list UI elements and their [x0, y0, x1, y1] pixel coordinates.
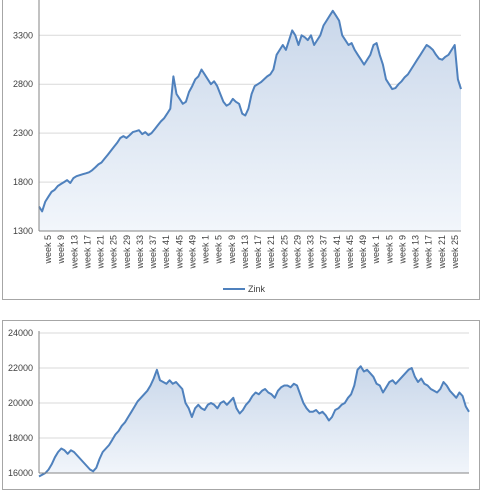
- x-tick-label: week 45: [174, 235, 184, 270]
- x-tick-label: week 9: [398, 235, 408, 265]
- series-line: [38, 365, 470, 478]
- legend-label: Zink: [248, 284, 266, 294]
- chart-panel-second: 16000 18000 20000 22000 24000: [2, 320, 480, 490]
- x-tick-label: week 17: [424, 235, 434, 270]
- second-chart: 16000 18000 20000 22000 24000: [8, 328, 470, 478]
- y-tick-label: 22000: [8, 363, 33, 373]
- x-tick-label: week 49: [187, 235, 197, 270]
- x-tick-label: week 37: [319, 235, 329, 270]
- x-tick-label: week 5: [214, 235, 224, 265]
- x-tick-label: week 29: [293, 235, 303, 270]
- x-tick-label: week 25: [109, 235, 119, 270]
- series-line: [38, 9, 462, 213]
- x-tick-label: week 49: [358, 235, 368, 270]
- y-tick-label: 3300: [13, 30, 33, 40]
- x-tick-label: week 5: [384, 235, 394, 265]
- x-tick-label: week 41: [332, 235, 342, 270]
- x-tick-label: week 33: [135, 235, 145, 270]
- x-tick-label: week 17: [82, 235, 92, 270]
- x-tick-label: week 13: [240, 235, 250, 270]
- series-area: [39, 366, 469, 477]
- x-tick-label: week 9: [227, 235, 237, 265]
- x-tick-label: week 29: [122, 235, 132, 270]
- x-tick-label: week 1: [371, 235, 381, 265]
- x-tick-label: week 5: [43, 235, 53, 265]
- x-tick-label: week 45: [345, 235, 355, 270]
- y-tick-label: 16000: [8, 468, 33, 478]
- x-tick-label: week 13: [411, 235, 421, 270]
- x-tick-label: week 25: [450, 235, 460, 270]
- y-tick-label: 1800: [13, 177, 33, 187]
- y-tick-label: 20000: [8, 398, 33, 408]
- x-tick-label: week 21: [437, 235, 447, 270]
- y-tick-label: 1300: [13, 226, 33, 236]
- x-tick-label: week 41: [161, 235, 171, 270]
- chart-panel-zink: 1300 1800 2300 2800 3300 week 5 week 9 week 13 w…: [2, 0, 480, 300]
- x-tick-label: week 25: [279, 235, 289, 270]
- x-tick-label: week 33: [306, 235, 316, 270]
- x-tick-label: week 1: [201, 235, 211, 265]
- x-tick-label: week 21: [266, 235, 276, 270]
- x-tick-label: week 21: [96, 235, 106, 270]
- y-tick-label: 24000: [8, 328, 33, 338]
- series-area: [39, 10, 461, 231]
- x-tick-label: week 17: [253, 235, 263, 270]
- y-tick-label: 18000: [8, 433, 33, 443]
- x-tick-label: week 13: [69, 235, 79, 270]
- y-tick-label: 2300: [13, 128, 33, 138]
- x-tick-label: week 9: [56, 235, 66, 265]
- y-tick-label: 2800: [13, 79, 33, 89]
- x-tick-label: week 37: [148, 235, 158, 270]
